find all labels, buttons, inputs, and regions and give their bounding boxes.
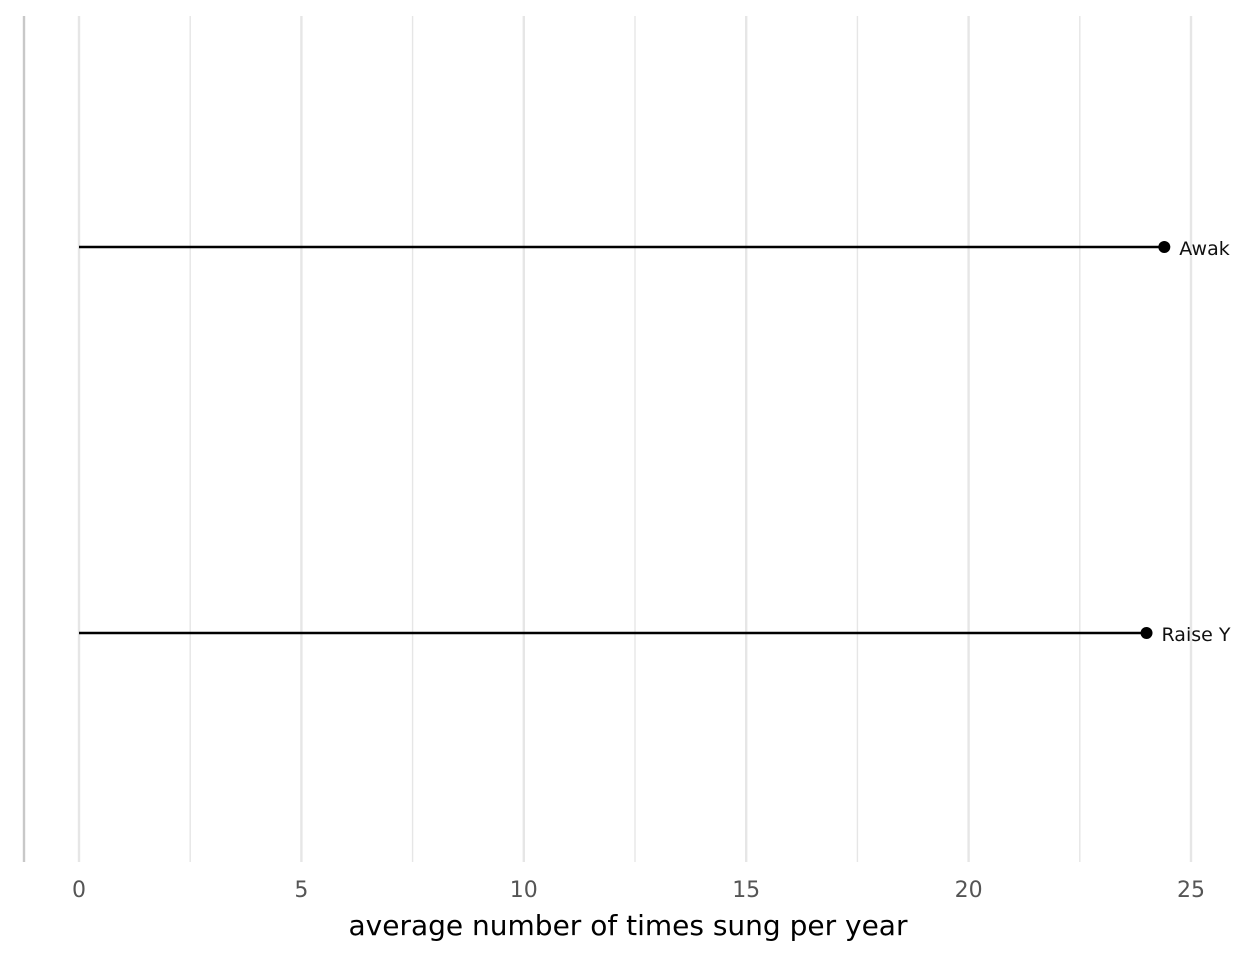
- lollipop-item: Raise Y: [79, 624, 1231, 646]
- lollipop-marks: Awak Raise Y: [79, 238, 1231, 646]
- x-tick-labels: 0 5 10 15 20 25: [72, 878, 1205, 903]
- lollipop-dot: [1158, 241, 1171, 253]
- x-tick-label: 10: [510, 878, 538, 903]
- gridlines: [77, 16, 1193, 862]
- lollipop-label: Raise Y: [1162, 624, 1231, 646]
- x-axis-title: average number of times sung per year: [349, 909, 908, 942]
- x-tick-label: 25: [1177, 878, 1205, 903]
- x-tick-label: 15: [732, 878, 760, 903]
- x-tick-label: 0: [72, 878, 86, 903]
- x-tick-label: 5: [294, 878, 308, 903]
- lollipop-label: Awak: [1179, 238, 1229, 260]
- lollipop-dot: [1140, 627, 1153, 639]
- x-tick-label: 20: [955, 878, 983, 903]
- lollipop-item: Awak: [79, 238, 1230, 260]
